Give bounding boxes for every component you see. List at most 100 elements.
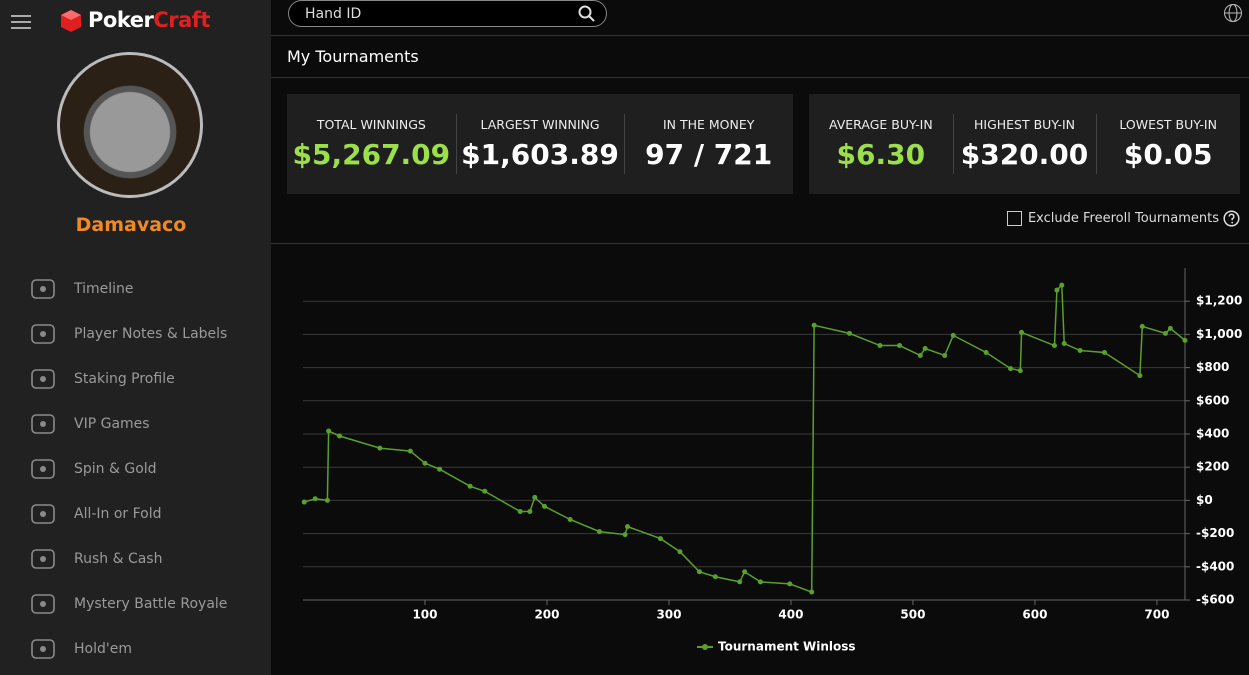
exclude-freeroll: Exclude Freeroll Tournaments xyxy=(1006,210,1240,227)
nav-item[interactable]: All-In or Fold xyxy=(0,491,271,536)
series-point xyxy=(532,494,538,500)
series-point xyxy=(312,496,318,502)
nav-item[interactable]: Hold'em xyxy=(0,626,271,671)
stat-value: $6.30 xyxy=(836,138,926,171)
y-tick-label: $1,000 xyxy=(1196,327,1242,341)
nav-icon xyxy=(31,458,55,479)
x-tick-label: 200 xyxy=(534,608,559,622)
stat-label: LARGEST WINNING xyxy=(480,117,600,132)
nav-item[interactable]: Rush & Cash xyxy=(0,536,271,581)
username: Damavaco xyxy=(75,214,187,236)
stat-label: HIGHEST BUY-IN xyxy=(973,117,1076,132)
nav-icon xyxy=(31,278,55,299)
nav-label: Rush & Cash xyxy=(74,550,163,567)
series-point xyxy=(467,483,473,489)
chart: -$600 -$400 -$200 $0 $200 $400 $600 $800 $1,000 $… xyxy=(301,268,1242,654)
series-line xyxy=(304,283,1186,594)
stat-label: LOWEST BUY-IN xyxy=(1119,117,1217,132)
series-point xyxy=(1101,349,1107,355)
series-point xyxy=(657,536,663,542)
series-point xyxy=(301,499,307,505)
y-tick-label: -$600 xyxy=(1196,593,1234,607)
series-point xyxy=(422,460,428,466)
series-point xyxy=(1019,329,1025,335)
nav: Timeline Player Notes & Labels Staking Pro… xyxy=(0,266,271,671)
nav-item[interactable]: Staking Profile xyxy=(0,356,271,401)
help-icon[interactable] xyxy=(1223,210,1240,227)
stat: HIGHEST BUY-IN $320.00 xyxy=(952,94,1097,194)
series-point xyxy=(757,579,763,585)
x-tick-label: 500 xyxy=(900,608,925,622)
series-point xyxy=(407,448,413,454)
avatar xyxy=(57,52,203,198)
nav-icon xyxy=(31,638,55,659)
nav-label: Staking Profile xyxy=(74,370,175,387)
nav-item[interactable]: VIP Games xyxy=(0,401,271,446)
stat: AVERAGE BUY-IN $6.30 xyxy=(809,94,953,194)
nav-icon xyxy=(31,368,55,389)
series-point xyxy=(1008,366,1014,372)
series-point xyxy=(1077,348,1083,354)
nav-item[interactable]: Mystery Battle Royale xyxy=(0,581,271,626)
series-point xyxy=(437,466,443,472)
nav-icon xyxy=(31,323,55,344)
checkbox[interactable] xyxy=(1006,211,1022,226)
series-point xyxy=(742,569,748,575)
menu-button[interactable] xyxy=(11,14,31,30)
stat: IN THE MONEY 97 / 721 xyxy=(624,94,793,194)
nav-item[interactable]: Timeline xyxy=(0,266,271,311)
stat-value: $0.05 xyxy=(1123,138,1213,171)
y-tick-label: $0 xyxy=(1196,493,1213,507)
search-placeholder: Hand ID xyxy=(305,6,362,22)
series-point xyxy=(696,569,702,575)
series-point xyxy=(847,330,853,336)
series-point xyxy=(622,532,628,538)
stats-group: TOTAL WINNINGS $5,267.09 LARGEST WINNING $1… xyxy=(287,94,793,194)
x-tick-label: 100 xyxy=(412,608,437,622)
series-point xyxy=(922,346,928,352)
main: Hand ID My Tournaments TOTAL WINNINGS $5,… xyxy=(271,0,1249,675)
legend-label: Tournament Winloss xyxy=(718,640,856,654)
nav-label: Mystery Battle Royale xyxy=(74,595,228,612)
sidebar: PokerCraft Damavaco Timeline Player Notes… xyxy=(0,0,271,675)
series-point xyxy=(712,574,718,580)
stat-label: TOTAL WINNINGS xyxy=(316,117,426,132)
search-box[interactable]: Hand ID xyxy=(288,0,607,27)
series-point xyxy=(1167,325,1173,331)
series-point xyxy=(877,343,883,349)
series-point xyxy=(482,488,488,494)
divider xyxy=(271,35,1249,36)
stat-value: $1,603.89 xyxy=(461,138,619,171)
nav-item[interactable]: Player Notes & Labels xyxy=(0,311,271,356)
brand-text: Poker xyxy=(88,8,154,32)
series-point xyxy=(1017,368,1023,374)
series-point xyxy=(567,516,573,522)
series-point xyxy=(527,509,533,515)
stat: LOWEST BUY-IN $0.05 xyxy=(1096,94,1240,194)
nav-label: VIP Games xyxy=(74,415,150,432)
nav-item[interactable]: Spin & Gold xyxy=(0,446,271,491)
nav-icon xyxy=(31,593,55,614)
series-point xyxy=(787,581,793,587)
series-point xyxy=(809,589,815,595)
x-tick-label: 700 xyxy=(1144,608,1169,622)
brand-text: Craft xyxy=(153,8,210,32)
y-tick-label: -$400 xyxy=(1196,559,1234,573)
search-icon[interactable] xyxy=(578,5,596,23)
x-tick-label: 400 xyxy=(778,608,803,622)
series-point xyxy=(1162,330,1168,336)
series-point xyxy=(1054,287,1060,293)
nav-icon xyxy=(31,548,55,569)
checkbox-label: Exclude Freeroll Tournaments xyxy=(1027,211,1219,226)
y-tick-label: $400 xyxy=(1196,427,1229,441)
divider xyxy=(271,243,1249,244)
stat-label: IN THE MONEY xyxy=(662,117,755,132)
stat-value: $320.00 xyxy=(960,138,1089,171)
globe-icon[interactable] xyxy=(1223,3,1243,23)
series-point xyxy=(897,343,903,349)
series-point xyxy=(1139,323,1145,329)
series-point xyxy=(1061,341,1067,347)
series-point xyxy=(517,509,523,515)
y-tick-label: -$200 xyxy=(1196,526,1234,540)
series-point xyxy=(737,579,743,585)
